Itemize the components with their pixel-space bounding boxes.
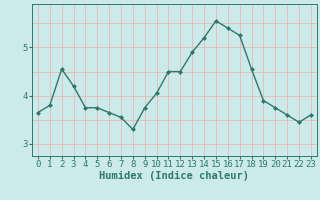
- X-axis label: Humidex (Indice chaleur): Humidex (Indice chaleur): [100, 171, 249, 181]
